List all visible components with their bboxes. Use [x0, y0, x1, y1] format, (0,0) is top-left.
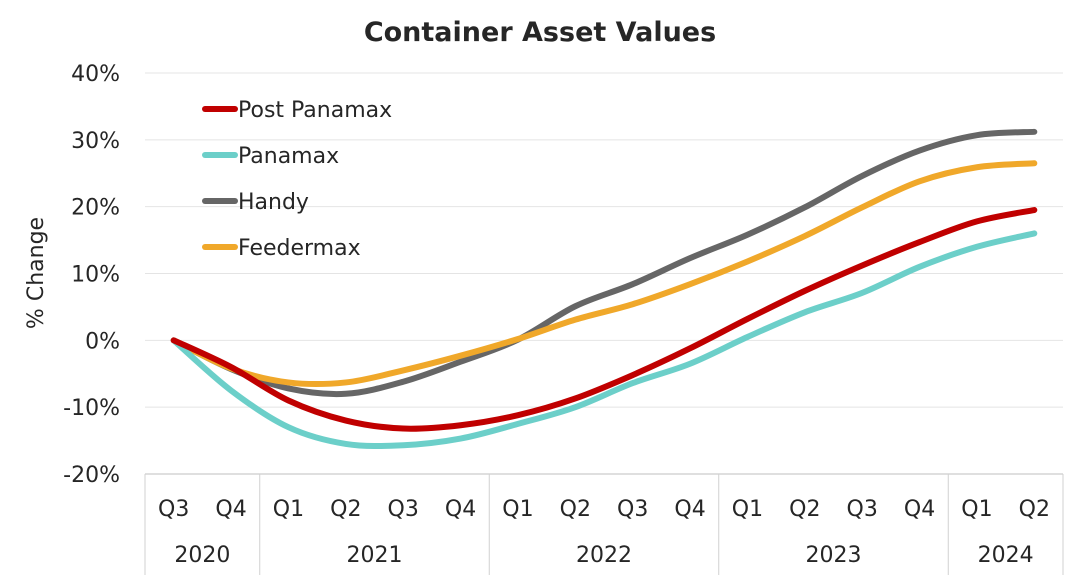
legend: Post Panamax Panamax Handy Feedermax [202, 98, 392, 261]
x-tick-label: Q3 [158, 497, 189, 522]
legend-label: Feedermax [238, 236, 361, 261]
x-axis: Q3 Q4 Q1 Q2 Q3 Q4 Q1 Q2 Q3 Q4 Q1 Q2 Q3 Q4 Q1 Q2 2020 2021… [144, 474, 1064, 575]
y-tick-label: 20% [71, 196, 120, 221]
legend-label: Post Panamax [238, 98, 392, 123]
x-tick-label: Q2 [560, 497, 591, 522]
series-line-handy [170, 128, 1038, 398]
y-tick-label: 0% [85, 329, 120, 354]
legend-label: Handy [238, 190, 309, 215]
x-tick-label: Q1 [273, 497, 304, 522]
year-label: 2024 [978, 543, 1034, 568]
x-tick-label: Q4 [904, 497, 935, 522]
year-label: 2021 [347, 543, 403, 568]
legend-label: Panamax [238, 144, 339, 169]
y-tick-labels: -20% -10% 0% 10% 20% 30% 40% [63, 62, 120, 488]
series-lines [170, 128, 1038, 450]
year-label: 2020 [174, 543, 230, 568]
y-tick-label: -10% [63, 396, 120, 421]
x-tick-label: Q3 [847, 497, 878, 522]
y-tick-label: 30% [71, 129, 120, 154]
x-tick-label: Q3 [617, 497, 648, 522]
gridlines [145, 72, 1063, 475]
year-label: 2022 [576, 543, 632, 568]
y-tick-label: -20% [63, 463, 120, 488]
x-tick-label: Q2 [1019, 497, 1050, 522]
x-tick-label: Q4 [445, 497, 476, 522]
series-line-panamax [170, 230, 1038, 450]
series-line-feedermax [170, 160, 1038, 388]
x-tick-label: Q4 [215, 497, 246, 522]
y-tick-label: 40% [71, 62, 120, 87]
x-tick-label: Q1 [961, 497, 992, 522]
y-axis-label: % Change [24, 217, 49, 329]
y-tick-label: 10% [71, 263, 120, 288]
x-tick-label: Q4 [674, 497, 705, 522]
x-tick-label: Q3 [388, 497, 419, 522]
year-label: 2023 [806, 543, 862, 568]
x-tick-label: Q2 [789, 497, 820, 522]
chart-title: Container Asset Values [364, 17, 716, 48]
series-line-post-panamax [170, 207, 1038, 432]
x-tick-label: Q1 [502, 497, 533, 522]
x-tick-label: Q2 [330, 497, 361, 522]
x-tick-label: Q1 [732, 497, 763, 522]
